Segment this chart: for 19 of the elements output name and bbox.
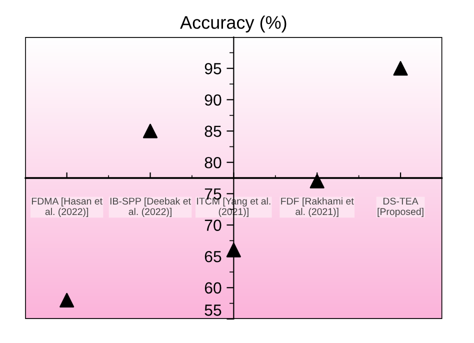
x-tick-label: IB-SPP [Deebak et al. (2022)] [110,197,191,217]
y-tick-label: 95 [204,63,222,74]
point [393,61,408,76]
y-tick-label: 90 [204,94,222,106]
x-tick-label: FDMA [Hasan et al. (2022)] [32,197,102,217]
chart-title: Accuracy (%) [180,16,286,32]
x-tick-label: DS-TEA [Proposed] [378,198,424,217]
y-tick-label: 65 [204,250,222,262]
point [142,124,158,138]
y-tick-label: 70 [204,220,222,231]
point [60,292,74,308]
y-tick-label: 55 [204,304,222,316]
y-tick-label: 75 [204,188,222,200]
y-tick-label: 80 [204,156,222,168]
y-tick-label: 85 [204,126,222,137]
point [310,174,324,188]
x-tick-label: FDF [Rakhami et al. (2021)] [281,197,354,217]
y-tick-label: 60 [204,282,222,294]
point [226,242,241,258]
